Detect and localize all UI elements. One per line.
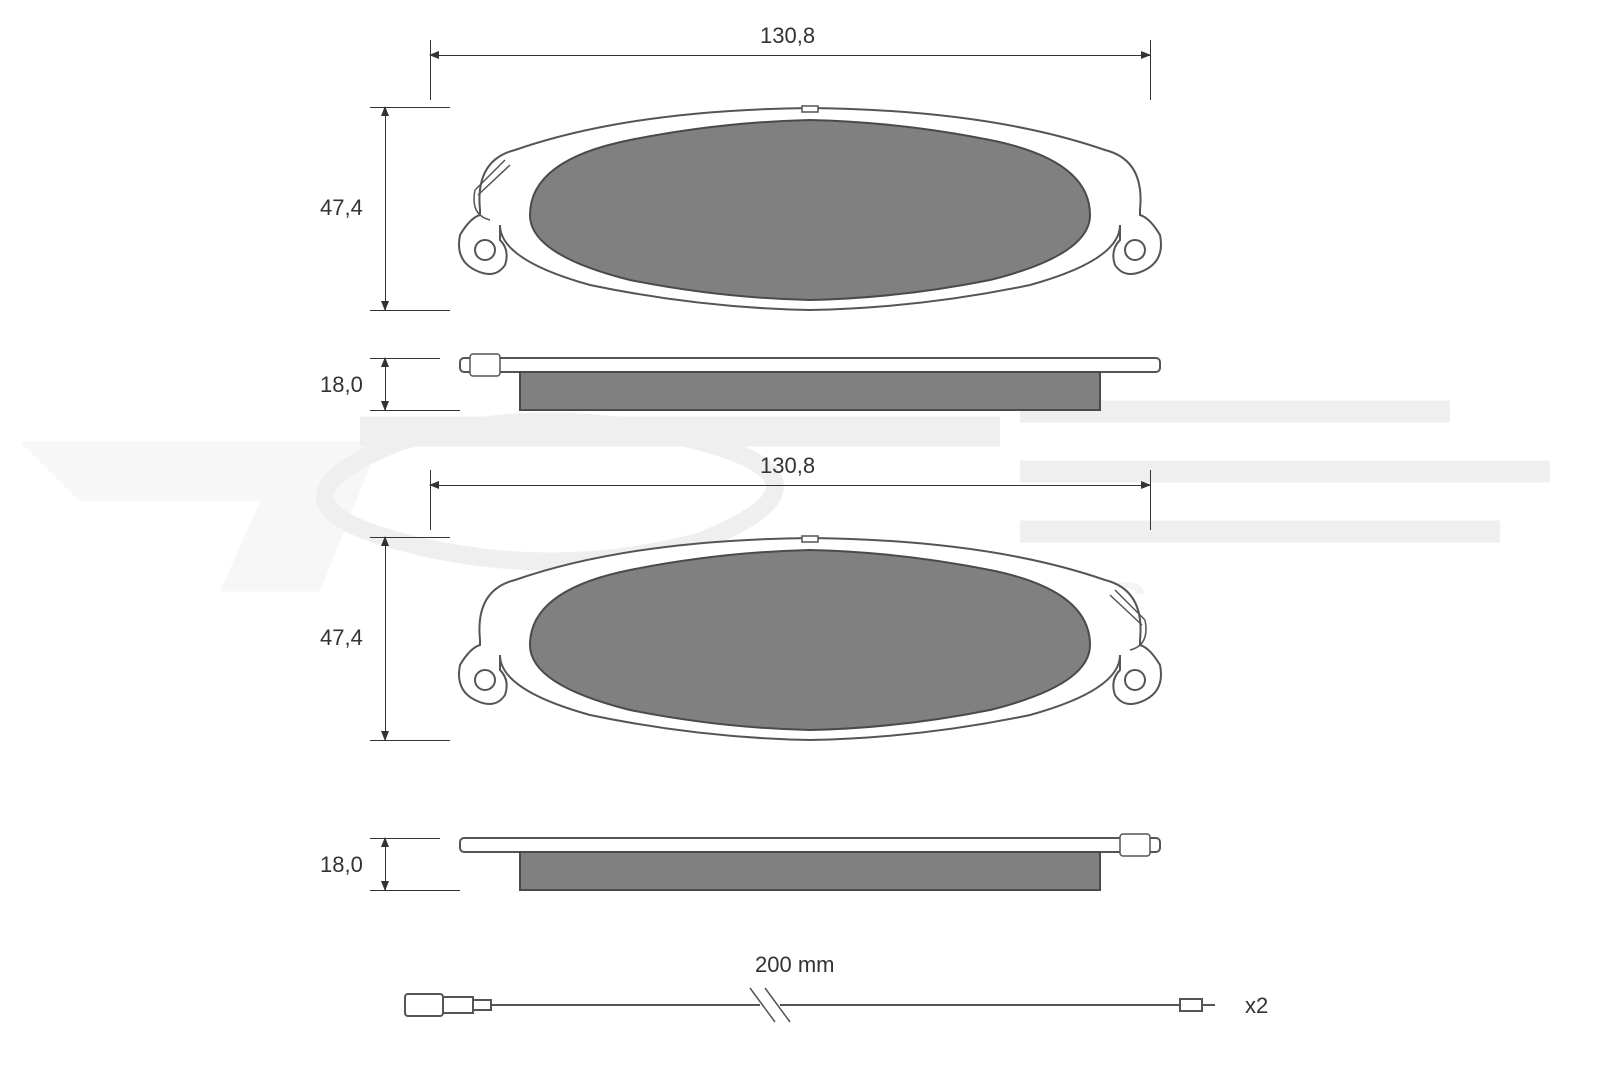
dim-width-top: 130,8: [760, 23, 815, 49]
brake-pad-top-front: [430, 100, 1190, 325]
dim-line-thickness-bottom: [385, 838, 386, 890]
dim-line-width-bottom: [430, 485, 1150, 486]
wire-sensor: [400, 980, 1250, 1035]
dim-height-bottom: 47,4: [320, 625, 363, 651]
dim-wire-length: 200 mm: [755, 952, 834, 978]
brake-pad-top-side: [430, 350, 1190, 425]
dim-extension: [430, 40, 431, 100]
wire-qty: x2: [1245, 993, 1268, 1019]
dim-line-width-top: [430, 55, 1150, 56]
brake-pad-bottom-front: [430, 530, 1190, 755]
brake-pad-bottom-side: [430, 830, 1190, 905]
dim-line-height-bottom: [385, 537, 386, 740]
dim-thickness-top: 18,0: [320, 372, 363, 398]
dim-extension: [1150, 40, 1151, 100]
dim-thickness-bottom: 18,0: [320, 852, 363, 878]
dim-extension: [430, 470, 431, 530]
dim-extension: [1150, 470, 1151, 530]
dim-line-height-top: [385, 107, 386, 310]
dim-width-bottom: 130,8: [760, 453, 815, 479]
dim-height-top: 47,4: [320, 195, 363, 221]
dim-line-thickness-top: [385, 358, 386, 410]
